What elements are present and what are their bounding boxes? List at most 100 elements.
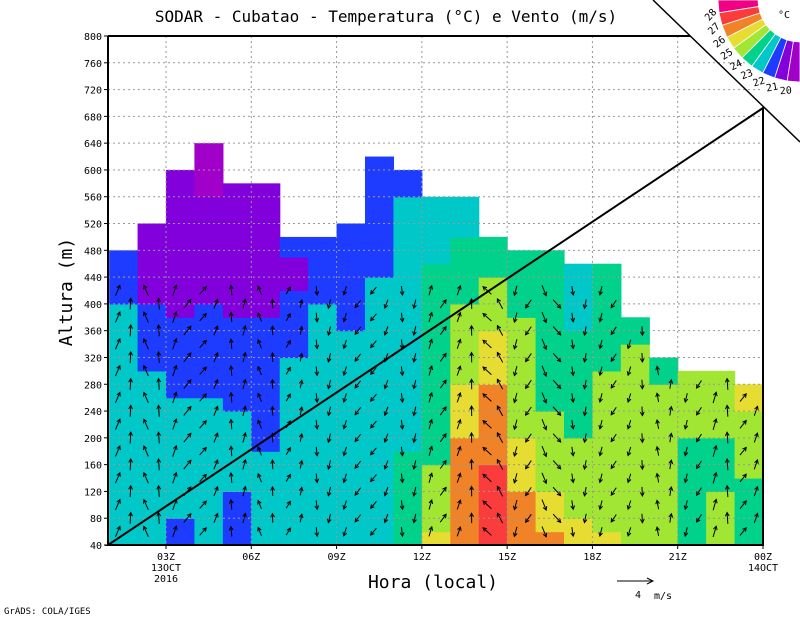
temperature-cell [393, 197, 422, 452]
temperature-cell [592, 532, 621, 546]
wind-reference-value: 4 [635, 590, 641, 601]
temperature-field [109, 143, 763, 545]
y-tick-label: 280 [84, 380, 102, 391]
temperature-cell [393, 451, 422, 545]
wind-reference: 4 m/s [617, 578, 672, 602]
temperature-cell [564, 438, 593, 519]
y-tick-label: 160 [84, 461, 102, 472]
x-tick-label: 06Z [242, 552, 260, 563]
x-tick-label: 15Z [498, 552, 516, 563]
y-tick-label: 680 [84, 112, 102, 123]
temperature-cell [706, 371, 735, 439]
temperature-cell [450, 237, 479, 305]
y-tick-label: 480 [84, 246, 102, 257]
temperature-cell [564, 264, 593, 332]
temperature-cell [706, 491, 735, 545]
temperature-cell [308, 237, 337, 305]
temperature-cell [450, 304, 479, 385]
colorbar-label: 21 [765, 81, 779, 94]
temperature-cell [422, 465, 451, 533]
temperature-cell [280, 257, 309, 291]
y-tick-label: 400 [84, 300, 102, 311]
y-tick-label: 200 [84, 434, 102, 445]
temperature-cell [479, 237, 508, 278]
x-tick-label: 12Z [413, 552, 431, 563]
footer-credit: GrADS: COLA/IGES [4, 607, 91, 617]
temperature-cell [507, 491, 536, 545]
temperature-cell [621, 317, 650, 344]
temperature-cell [422, 264, 451, 466]
colorbar-unit: °C [778, 10, 790, 21]
y-tick-label: 800 [84, 32, 102, 43]
x-tick-year: 2016 [154, 574, 178, 585]
temperature-cell [166, 398, 195, 519]
y-tick-label: 520 [84, 220, 102, 231]
temperature-cell [308, 304, 337, 546]
temperature-cell [479, 465, 508, 546]
temperature-cell [649, 357, 678, 384]
y-tick-label: 600 [84, 166, 102, 177]
y-tick-label: 640 [84, 139, 102, 150]
x-tick-label: 21Z [669, 552, 687, 563]
temperature-cell [422, 532, 451, 546]
temperature-cell [166, 518, 195, 545]
colorbar-label: 28 [703, 7, 719, 23]
temperature-cell [678, 371, 707, 439]
temperature-cell [166, 170, 195, 318]
temperature-cell [450, 197, 479, 238]
y-tick-label: 440 [84, 273, 102, 284]
y-axis-label: Altura (m) [56, 238, 77, 346]
temperature-cell [507, 250, 536, 318]
colorbar-label: 22 [752, 76, 767, 90]
x-tick-date: 13OCT [151, 563, 181, 574]
temperature-cell [393, 170, 422, 197]
temperature-cell [536, 532, 565, 546]
temperature-cell [223, 317, 252, 411]
x-tick-label: 18Z [583, 552, 601, 563]
temperature-cell [337, 224, 366, 332]
x-tick-label: 03Z [157, 552, 175, 563]
temperature-cell [536, 411, 565, 492]
temperature-cell [592, 264, 621, 372]
temperature-cell [280, 291, 309, 359]
y-tick-label: 360 [84, 327, 102, 338]
temperature-cell [365, 157, 394, 278]
temperature-cell [223, 183, 252, 318]
x-tick-label: 00Z [754, 552, 772, 563]
temperature-cell [507, 438, 536, 492]
temperature-cell [138, 304, 167, 372]
chart-title: SODAR - Cubatao - Temperatura (°C) e Ven… [155, 7, 617, 26]
temperature-cell [251, 183, 280, 318]
temperature-cell [138, 224, 167, 305]
x-tick-label: 09Z [328, 552, 346, 563]
temperature-cell [592, 371, 621, 532]
wind-reference-unit: m/s [654, 591, 672, 602]
temperature-cell [536, 491, 565, 532]
temperature-cell [564, 518, 593, 545]
temperature-cell [507, 317, 536, 438]
y-axis: 4080120160200240280320360400440480520560… [84, 32, 108, 552]
temperature-cell [621, 344, 650, 546]
y-tick-label: 80 [90, 514, 102, 525]
y-tick-label: 560 [84, 193, 102, 204]
y-tick-label: 760 [84, 59, 102, 70]
temperature-cell [706, 438, 735, 492]
temperature-cell [280, 237, 309, 258]
temperature-cell [280, 357, 309, 545]
y-tick-label: 720 [84, 86, 102, 97]
y-tick-label: 240 [84, 407, 102, 418]
y-tick-label: 40 [90, 541, 102, 552]
temperature-cell [109, 304, 138, 546]
y-tick-label: 120 [84, 487, 102, 498]
x-tick-date: 14OCT [748, 563, 778, 574]
temperature-cell [223, 491, 252, 545]
temperature-cell [735, 411, 764, 479]
temperature-cell [337, 331, 366, 546]
temperature-cell [251, 317, 280, 452]
x-axis-label: Hora (local) [368, 572, 498, 593]
temperature-cell [422, 197, 451, 265]
temperature-cell [479, 384, 508, 465]
temperature-cell [138, 371, 167, 546]
